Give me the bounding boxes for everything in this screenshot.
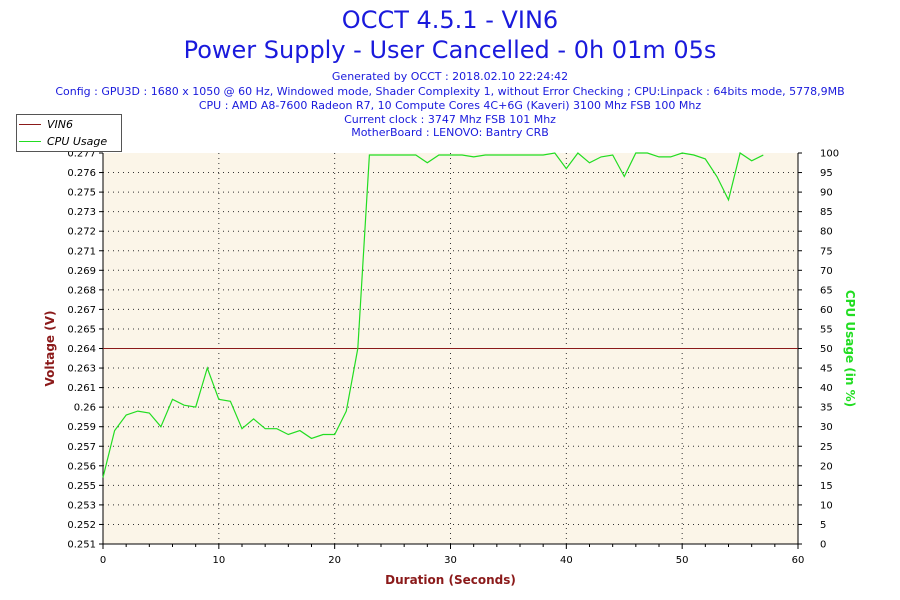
legend-item-vin6: VIN6 [19,117,73,131]
cpu-info: CPU : AMD A8-7600 Radeon R7, 10 Compute … [198,99,702,112]
motherboard-info: MotherBoard : LENOVO: Bantry CRB [351,126,549,139]
left-tick-label: 0.256 [67,461,96,472]
right-tick-label: 85 [820,207,833,218]
left-tick-label: 0.271 [67,246,96,257]
right-axis-title: CPU Usage (in %) [843,290,857,407]
right-tick-label: 45 [820,364,833,375]
left-tick-label: 0.276 [67,168,96,179]
left-tick-label: 0.269 [67,266,96,277]
left-tick-label: 0.251 [67,540,96,551]
legend-label-vin6: VIN6 [47,117,73,131]
right-tick-label: 60 [820,305,833,316]
x-tick-label: 50 [676,555,689,566]
right-tick-label: 65 [820,285,833,296]
x-tick-label: 0 [100,555,106,566]
x-tick-label: 30 [444,555,457,566]
x-tick-label: 60 [792,555,805,566]
generated-info: Generated by OCCT : 2018.02.10 22:24:42 [331,70,569,83]
legend: VIN6 CPU Usage [16,114,122,152]
legend-label-cpu-usage: CPU Usage [47,134,108,148]
right-tick-label: 55 [820,324,833,335]
left-tick-label: 0.273 [67,207,96,218]
left-tick-label: 0.255 [67,481,96,492]
left-tick-label: 0.277 [67,149,96,160]
legend-swatch-cpu-usage [19,140,41,142]
right-tick-label: 90 [820,188,833,199]
left-tick-label: 0.26 [74,403,96,414]
left-tick-label: 0.275 [67,188,96,199]
right-tick-label: 0 [820,540,826,551]
left-tick-label: 0.268 [67,285,96,296]
left-tick-label: 0.252 [67,520,96,531]
left-tick-label: 0.264 [67,344,96,355]
clock-info: Current clock : 3747 Mhz FSB 101 Mhz [344,113,556,126]
right-tick-label: 95 [820,168,833,179]
x-axis-title: Duration (Seconds) [385,573,516,587]
legend-item-cpu-usage: CPU Usage [19,134,107,148]
right-tick-label: 70 [820,266,833,277]
config-info: Config : GPU3D : 1680 x 1050 @ 60 Hz, Wi… [55,85,845,98]
x-tick-label: 40 [560,555,573,566]
x-tick-label: 10 [212,555,225,566]
left-tick-label: 0.267 [67,305,96,316]
left-tick-label: 0.257 [67,442,96,453]
right-tick-label: 100 [820,149,839,160]
left-tick-label: 0.253 [67,500,96,511]
right-tick-label: 30 [820,422,833,433]
chart-title: OCCT 4.5.1 - VIN6 [341,6,559,34]
left-tick-label: 0.261 [67,383,96,394]
series-cpu-usage-line [102,152,764,478]
right-tick-label: 15 [820,481,833,492]
right-tick-label: 75 [820,246,833,257]
left-tick-label: 0.259 [67,422,96,433]
left-tick-label: 0.265 [67,324,96,335]
right-tick-label: 20 [820,461,833,472]
right-tick-label: 50 [820,344,833,355]
right-tick-label: 25 [820,442,833,453]
legend-swatch-vin6 [19,123,41,125]
right-tick-label: 10 [820,500,833,511]
right-tick-label: 80 [820,227,833,238]
right-tick-label: 35 [820,403,833,414]
x-tick-label: 20 [328,555,341,566]
left-tick-label: 0.272 [67,227,96,238]
left-tick-label: 0.263 [67,364,96,375]
chart-subtitle: Power Supply - User Cancelled - 0h 01m 0… [183,36,717,64]
right-tick-label: 5 [820,520,826,531]
right-tick-label: 40 [820,383,833,394]
left-axis-title: Voltage (V) [43,311,57,387]
